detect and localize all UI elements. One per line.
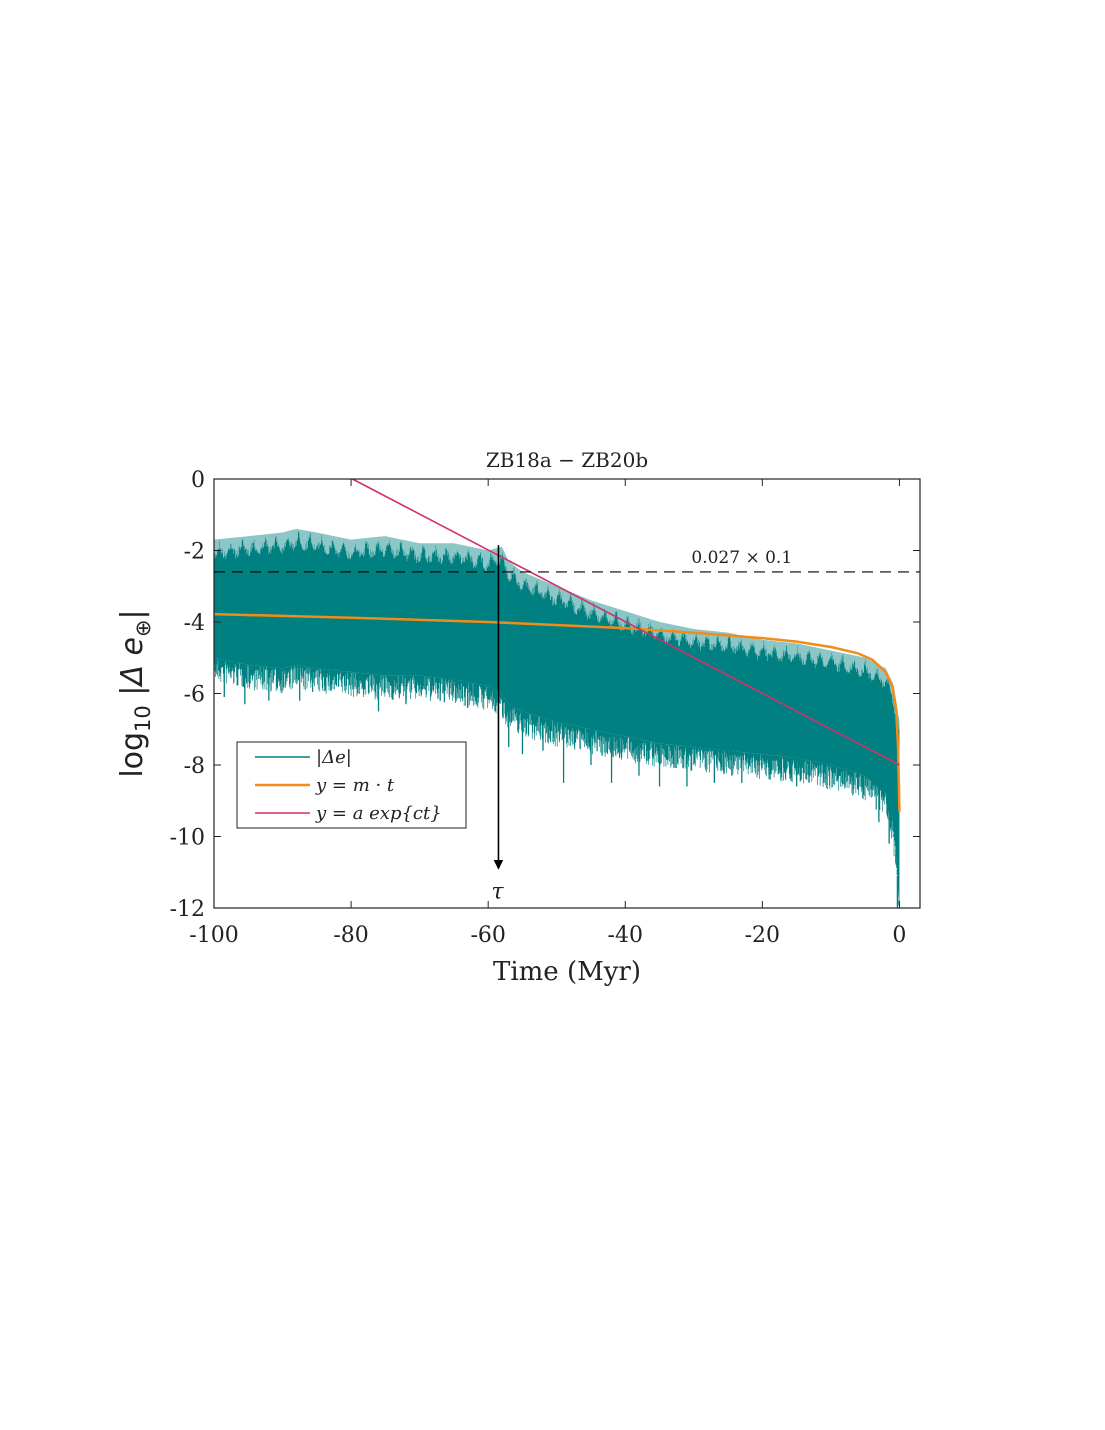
svg-text:log10 |Δ e⊕|: log10 |Δ e⊕| [115,609,155,777]
x-axis-label: Time (Myr) [493,957,641,987]
y-tick-label: -4 [184,611,205,636]
legend: |Δe| y = m · t y = a exp{ct} [236,741,467,829]
x-tick-label: 0 [892,923,906,948]
x-tick-label: -20 [745,923,780,948]
axis-ticks: -100 -80 -60 -40 -20 0 0 -2 -4 -6 -8 -10 -12 [170,468,920,948]
y-tick-label: -10 [170,826,205,851]
y-tick-label: -8 [184,754,205,779]
x-tick-label: -60 [470,923,505,948]
legend-label: |Δe| [316,747,352,768]
y-tick-label: -12 [170,897,205,922]
x-tick-label: -80 [333,923,368,948]
legend-label: y = m · t [315,775,395,796]
y-label-prefix: log [115,732,150,778]
y-tick-label: -6 [184,683,205,708]
series-delta-e-band [214,529,900,908]
data-layer [214,479,901,908]
tau-label: τ [491,880,504,905]
chart-title: ZB18a − ZB20b [486,448,648,472]
y-label-sub: 10 [131,705,155,732]
y-axis-label: log10 |Δ e⊕| [115,609,155,777]
x-tick-label: -40 [608,923,643,948]
y-label-suffix: | [115,609,150,619]
y-tick-label: 0 [191,468,205,493]
y-tick-label: -2 [184,540,205,565]
series-linear-fit [214,612,901,812]
x-tick-label: -100 [189,923,238,948]
y-label-body: |Δ e [115,637,150,705]
threshold-label: 0.027 × 0.1 [691,548,792,568]
series-exponential-fit [352,479,900,766]
legend-label: y = a exp{ct} [315,803,442,824]
y-label-sub2: ⊕ [131,619,155,637]
